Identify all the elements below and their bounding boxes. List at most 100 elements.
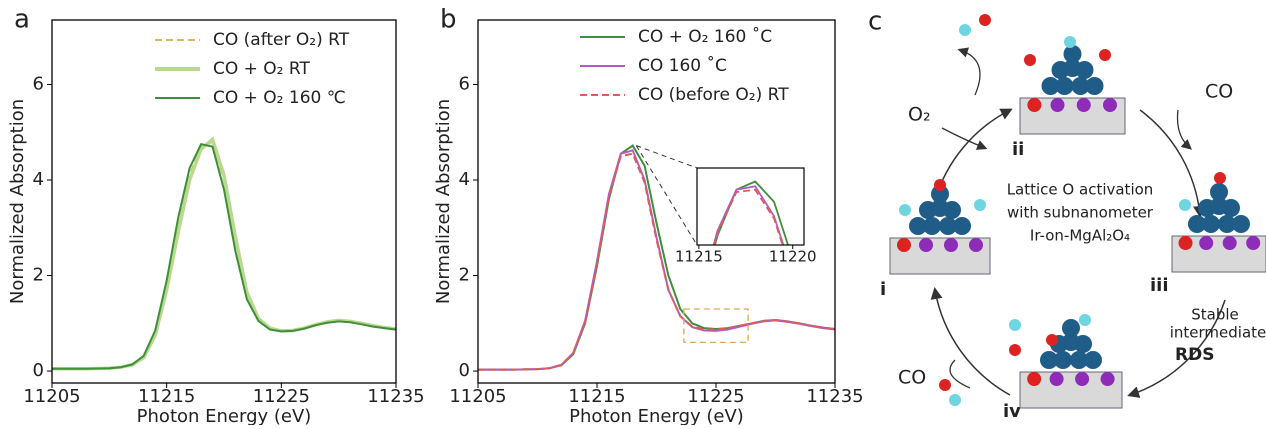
atom (939, 217, 957, 235)
atom (1040, 351, 1058, 369)
axes-frame (51, 19, 397, 384)
atom (1049, 372, 1064, 386)
atom (931, 185, 949, 203)
center-text: Lattice O activation (1007, 181, 1154, 199)
y-tick-label: 2 (33, 265, 44, 286)
atom (1179, 199, 1191, 211)
x-tick-label: 11235 (806, 386, 863, 407)
diagram: c CO O₂ CO Lattice O activation with sub… (868, 7, 1266, 422)
connector (635, 145, 698, 246)
atom (1050, 98, 1065, 112)
x-tick-label: 11215 (568, 386, 625, 407)
atom (1063, 45, 1082, 63)
atom (1009, 319, 1021, 331)
y-tick-label: 4 (33, 169, 44, 190)
inset-x-tick-label: 11215 (675, 248, 723, 266)
atom (1062, 319, 1080, 337)
arrow (1176, 109, 1192, 150)
chart: b 0 2 4 6 11205 11215 11225 11235 Photon Energy (… (433, 5, 864, 428)
note: intermediate (1170, 324, 1266, 342)
connector (636, 145, 698, 169)
atom (974, 199, 986, 211)
atom (1085, 77, 1104, 95)
atom (1076, 98, 1091, 112)
atom (1199, 236, 1214, 250)
atom (1210, 183, 1228, 201)
axes-frame (477, 19, 836, 384)
atom (1178, 236, 1193, 250)
series-line (478, 152, 836, 371)
step-label: i (880, 279, 886, 300)
atom (909, 217, 927, 235)
atom (1099, 49, 1111, 61)
atom (1064, 36, 1076, 48)
panel-label: c (868, 7, 882, 37)
series-line (52, 136, 397, 371)
atom (897, 238, 911, 252)
x-tick-label: 11205 (449, 386, 506, 407)
atom (969, 238, 983, 252)
reactant: CO (1205, 81, 1233, 103)
center-text: Ir-on-MgAl₂O₄ (1030, 227, 1130, 245)
y-tick-label: 0 (33, 360, 44, 381)
chart: a 0 2 4 6 11205 11215 11225 11235 Photon Energy (… (7, 5, 425, 428)
atom (1024, 54, 1036, 66)
atom (1079, 314, 1091, 326)
atom (1075, 61, 1094, 79)
arrow (957, 47, 981, 96)
atom (1218, 215, 1236, 233)
atom (1100, 372, 1115, 386)
legend-label: CO + O₂ RT (213, 59, 310, 79)
atom (1202, 215, 1220, 233)
legend-label: CO (after O₂) RT (213, 30, 350, 50)
x-axis-label: Photon Energy (eV) (569, 406, 744, 425)
arrow (1127, 299, 1226, 398)
atom (1027, 372, 1042, 386)
atom (979, 14, 991, 26)
step-label: iii (1150, 275, 1169, 296)
center-text: with subnanometer (1007, 204, 1154, 222)
atom (1074, 335, 1092, 353)
atom (1246, 236, 1261, 250)
note: Stable (1191, 306, 1239, 324)
arrow (1139, 109, 1206, 218)
x-tick-label: 11225 (687, 386, 744, 407)
atom (934, 179, 946, 191)
arrow (941, 127, 988, 150)
reactant: O₂ (908, 104, 931, 126)
atom (939, 379, 951, 391)
y-axis-label: Normalized Absorption (7, 99, 28, 304)
step-label: ii (1012, 139, 1024, 160)
atom (1222, 236, 1237, 250)
legend-label: CO + O₂ 160 ℃ (213, 88, 346, 108)
inset-bg (697, 168, 804, 245)
arrow (949, 359, 971, 389)
x-tick-label: 11205 (23, 386, 80, 407)
legend-label: CO + O₂ 160 ˚C (638, 26, 772, 47)
inset-frame (696, 167, 805, 246)
inset-x-tick-label: 11220 (769, 248, 817, 266)
atom (1009, 344, 1021, 356)
atom (1222, 199, 1240, 217)
atom (949, 394, 961, 406)
x-axis-label: Photon Energy (eV) (137, 406, 312, 425)
atom (1046, 334, 1058, 346)
y-tick-label: 6 (33, 73, 44, 94)
y-axis-label: Normalized Absorption (433, 99, 454, 304)
atom (1027, 98, 1042, 112)
x-tick-label: 11215 (138, 386, 195, 407)
arrow (930, 287, 1011, 396)
y-tick-label: 4 (459, 169, 470, 190)
atom (1188, 215, 1206, 233)
series-line (52, 143, 397, 370)
atom (944, 238, 958, 252)
atom (1214, 172, 1226, 184)
atom (943, 201, 961, 219)
y-tick-label: 6 (459, 73, 470, 94)
atom (1103, 98, 1117, 112)
legend-label: CO 160 ˚C (638, 55, 727, 76)
y-tick-label: 2 (459, 265, 470, 286)
panel-label: b (440, 5, 457, 35)
atom (953, 217, 971, 235)
y-tick-label: 0 (459, 360, 470, 381)
